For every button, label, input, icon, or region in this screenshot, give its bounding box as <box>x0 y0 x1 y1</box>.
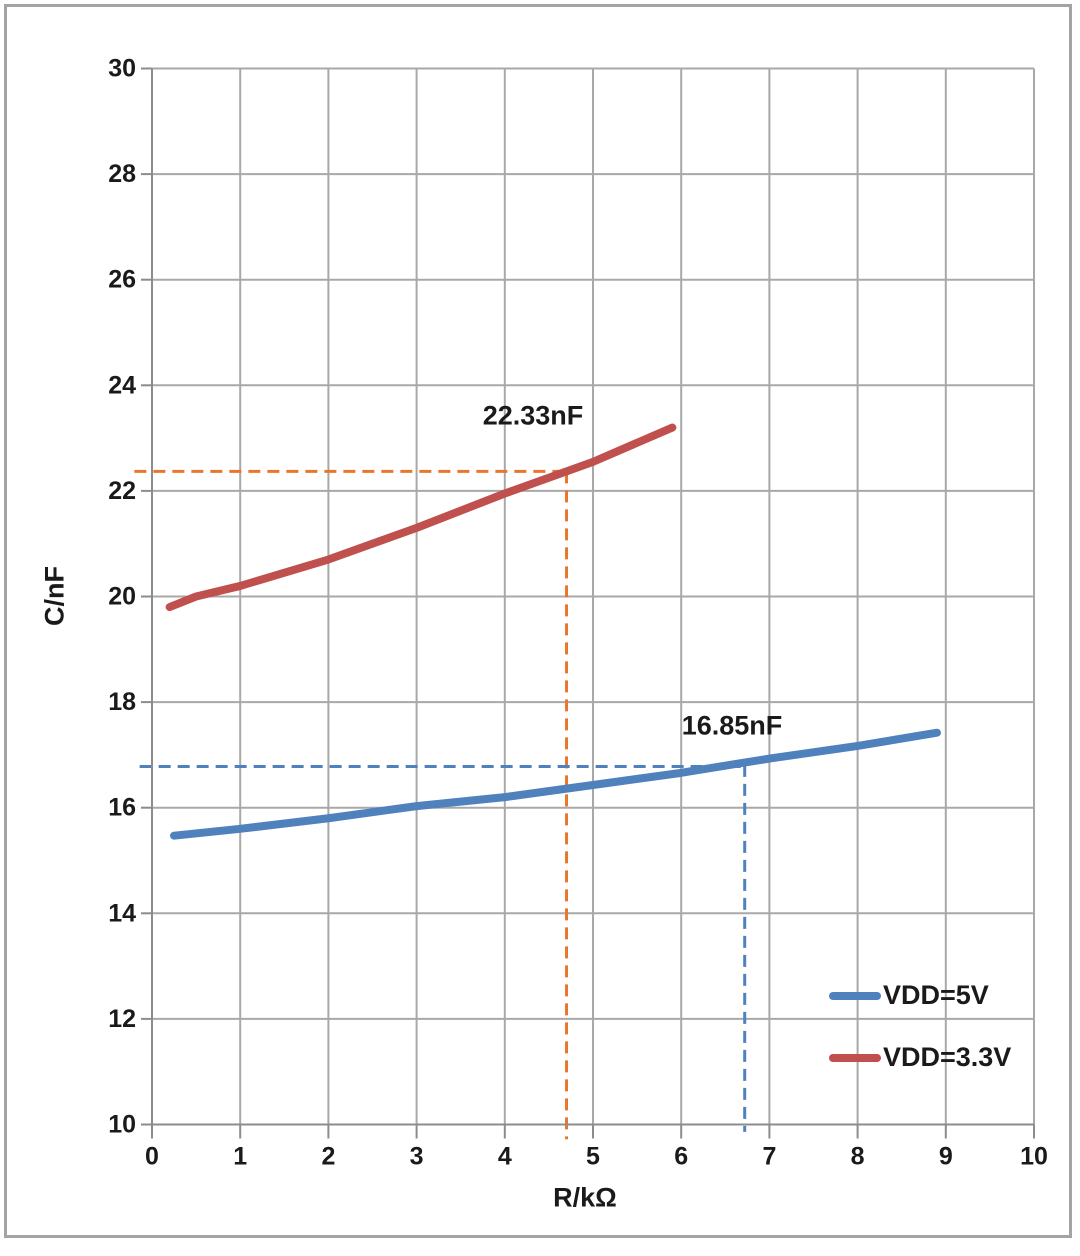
legend: VDD=5V VDD=3.3V <box>829 979 1011 1074</box>
x-axis-tick-labels: 0 1 2 3 4 5 6 7 8 9 10 <box>145 1143 1048 1171</box>
legend-item-vdd3v3: VDD=3.3V <box>829 1041 1011 1074</box>
x-tick-label: 3 <box>410 1143 424 1171</box>
x-tick-label: 6 <box>674 1143 688 1171</box>
chart-frame: 10 12 14 16 18 20 22 24 26 28 30 0 1 2 3 4 5 6 7 8 9 10 C/nF … <box>4 4 1072 1238</box>
x-tick-label: 7 <box>762 1143 776 1171</box>
x-tick-label: 9 <box>939 1143 953 1171</box>
annotation-blue-crossing: 16.85nF <box>681 710 783 741</box>
x-tick-label: 0 <box>145 1143 159 1171</box>
y-tick-label: 28 <box>108 160 136 188</box>
x-axis-title: R/kΩ <box>553 1182 617 1213</box>
y-tick-label: 14 <box>108 899 136 927</box>
series-vdd-5v-line <box>170 728 941 840</box>
legend-label-vdd3v3: VDD=3.3V <box>883 1042 1012 1072</box>
axes <box>141 67 1035 1139</box>
x-tick-label: 4 <box>498 1143 512 1171</box>
annotation-red-crossing: 22.33nF <box>482 400 584 431</box>
series-vdd-3-3v-line <box>165 423 677 612</box>
y-axis-tick-labels: 10 12 14 16 18 20 22 24 26 28 30 <box>108 55 136 1139</box>
legend-label-vdd5v: VDD=5V <box>883 980 989 1010</box>
x-tick-label: 2 <box>321 1143 335 1171</box>
y-tick-label: 22 <box>108 477 136 505</box>
x-tick-label: 1 <box>233 1143 247 1171</box>
legend-line-sample-vdd3v3 <box>829 1053 881 1062</box>
y-tick-label: 26 <box>108 266 136 294</box>
gridlines <box>151 67 1035 1126</box>
x-tick-label: 5 <box>586 1143 600 1171</box>
y-tick-label: 18 <box>108 688 136 716</box>
y-axis-title: C/nF <box>39 566 70 626</box>
y-tick-label: 16 <box>108 794 136 822</box>
x-tick-label: 8 <box>851 1143 865 1171</box>
y-tick-label: 24 <box>108 371 136 399</box>
x-tick-label: 10 <box>1020 1143 1048 1171</box>
guide-dashed-lines <box>134 469 747 1140</box>
y-tick-label: 30 <box>108 55 136 83</box>
legend-item-vdd5v: VDD=5V <box>829 979 1011 1012</box>
y-tick-label: 20 <box>108 583 136 611</box>
y-tick-label: 12 <box>108 1005 136 1033</box>
y-tick-label: 10 <box>108 1111 136 1139</box>
legend-line-sample-vdd5v <box>829 991 881 1000</box>
